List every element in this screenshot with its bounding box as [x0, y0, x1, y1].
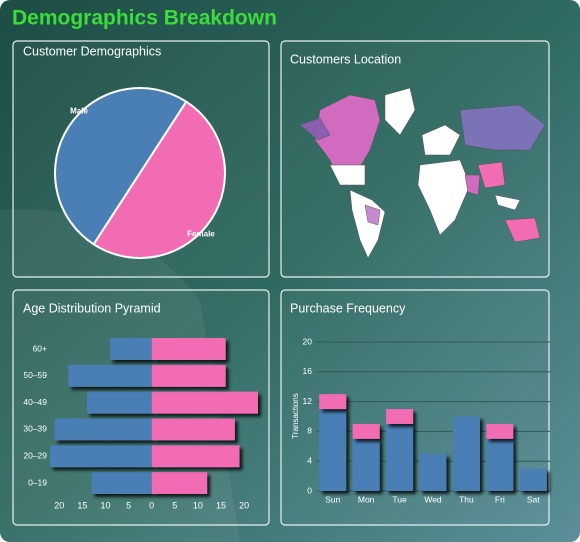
bar-segment	[486, 438, 514, 491]
y-tick-label: 40–49	[23, 397, 47, 407]
bar-segment	[352, 438, 380, 491]
y-tick-label: 16	[303, 366, 313, 376]
x-tick-label: Wed	[424, 494, 442, 504]
bar-segment	[519, 468, 547, 491]
x-tick-label: 10	[100, 500, 110, 510]
y-tick-label: 60+	[33, 343, 47, 353]
x-tick-label: Mon	[358, 494, 375, 504]
panel-title: Age Distribution Pyramid	[23, 301, 161, 315]
x-tick-label: 5	[126, 500, 131, 510]
page-title: Demographics Breakdown	[12, 7, 277, 30]
world-map	[299, 87, 546, 259]
panel-title: Customers Location	[290, 52, 401, 66]
bar	[91, 472, 152, 494]
x-tick-label: 20	[239, 500, 249, 510]
bar	[54, 418, 152, 441]
y-tick-label: 30–39	[23, 424, 47, 434]
bar-segment	[319, 409, 347, 491]
panel-title: Customer Demographics	[23, 44, 161, 58]
slice-label: Male	[70, 107, 88, 116]
bar	[151, 472, 208, 494]
bar-segment	[352, 423, 380, 439]
panel	[280, 289, 550, 526]
bar-segment	[419, 453, 447, 491]
bar	[151, 445, 240, 468]
bar	[151, 364, 226, 387]
y-axis-label: Transactions	[291, 393, 300, 439]
y-tick-label: 20	[303, 336, 313, 346]
bar-segment	[319, 394, 347, 410]
x-tick-label: 0	[149, 500, 154, 510]
x-tick-label: 20	[54, 500, 64, 510]
x-tick-label: Sun	[325, 494, 340, 504]
x-tick-label: 15	[77, 500, 87, 510]
bar-segment	[486, 423, 514, 439]
x-tick-label: 15	[216, 500, 226, 510]
x-tick-label: Sat	[527, 494, 540, 504]
x-tick-label: Thu	[459, 494, 474, 504]
y-tick-label: 8	[307, 426, 312, 436]
y-tick-label: 20–29	[23, 450, 47, 460]
bar-segment	[452, 416, 480, 491]
bar-segment	[386, 423, 414, 491]
slice-label: Female	[187, 229, 215, 238]
y-tick-label: 50–59	[23, 370, 47, 380]
x-tick-label: Fri	[495, 494, 505, 504]
pie-slice	[92, 100, 226, 259]
bar-segment	[386, 409, 414, 424]
y-tick-label: 0–19	[28, 477, 47, 487]
y-tick-label: 4	[307, 455, 312, 465]
bar	[110, 338, 152, 360]
panel-title: Purchase Frequency	[290, 301, 406, 315]
bar	[151, 338, 226, 360]
bar	[151, 391, 258, 414]
y-tick-label: 12	[303, 396, 313, 406]
x-tick-label: Tue	[392, 494, 407, 504]
y-tick-label: 0	[307, 485, 312, 495]
x-tick-label: 10	[193, 500, 203, 510]
pie-slice	[53, 86, 188, 246]
panel	[280, 40, 550, 278]
bar	[151, 418, 235, 441]
bar	[86, 391, 152, 414]
x-tick-label: 5	[172, 500, 177, 510]
bar	[50, 445, 152, 468]
bar	[68, 364, 152, 387]
